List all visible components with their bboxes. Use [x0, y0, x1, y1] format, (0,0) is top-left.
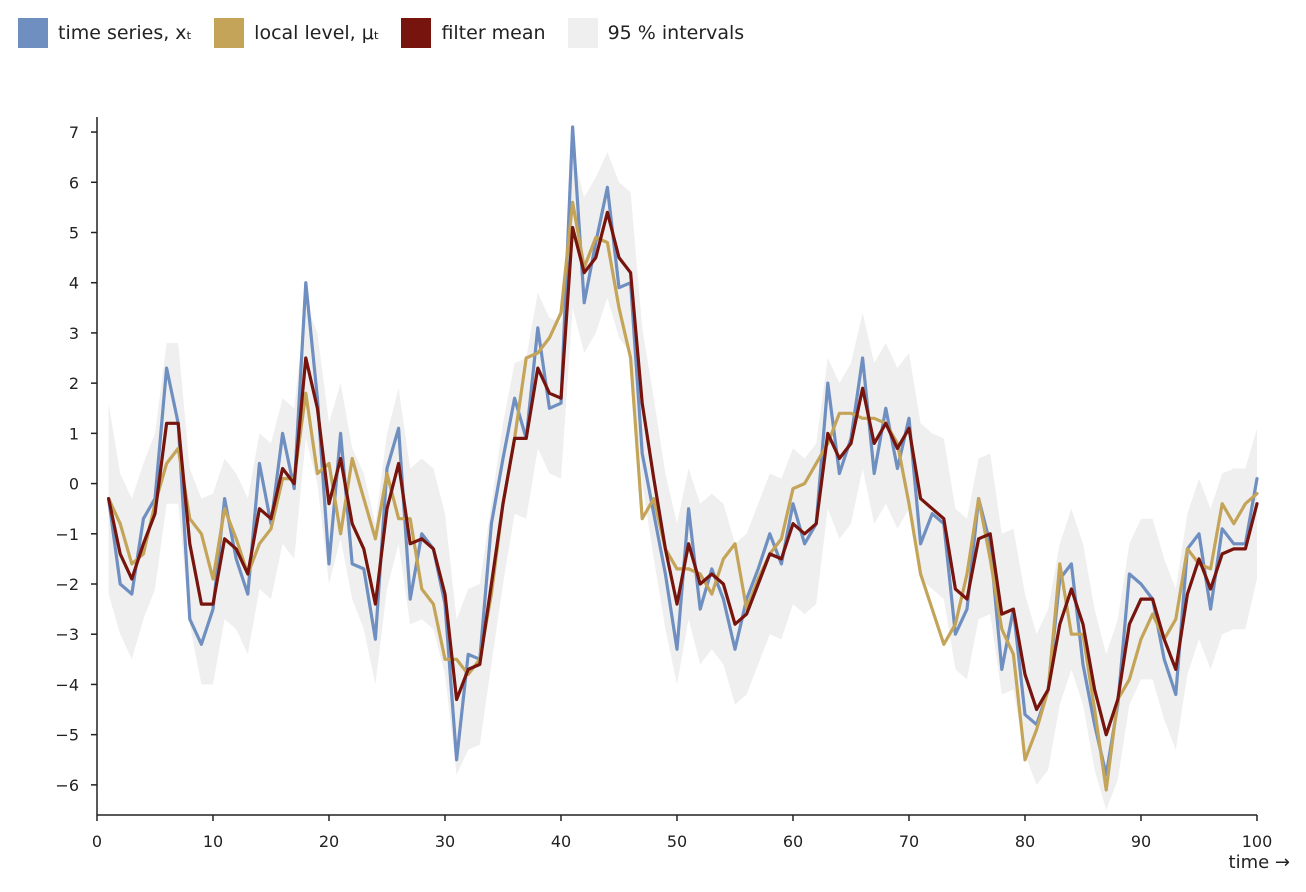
legend-item-time-series: time series, xₜ: [18, 18, 192, 48]
x-tick-label: 100: [1242, 832, 1273, 851]
y-tick-label: 1: [69, 424, 79, 443]
legend-label-filter-mean: filter mean: [441, 22, 546, 44]
x-tick-label: 10: [203, 832, 223, 851]
y-tick-label: 6: [69, 173, 79, 192]
x-tick-label: 0: [92, 832, 102, 851]
x-tick-label: 90: [1131, 832, 1151, 851]
legend-label-intervals: 95 % intervals: [607, 22, 745, 44]
interval-band-layer: [108, 152, 1258, 810]
y-tick-label: −3: [55, 625, 79, 644]
series-line-time-series: [106, 125, 1259, 777]
legend-swatch-filter-mean: [401, 18, 432, 48]
y-tick-label: 3: [69, 324, 79, 343]
x-tick-label: 30: [435, 832, 455, 851]
legend-swatch-intervals: [567, 18, 598, 48]
x-tick-label: 70: [899, 832, 919, 851]
legend-swatch-time-series: [18, 18, 48, 48]
y-tick-label: 7: [69, 123, 79, 142]
y-tick-label: 2: [69, 374, 79, 393]
x-axis-title: time →: [1229, 852, 1290, 873]
legend: time series, xₜ local level, μₜ filter m…: [18, 18, 766, 48]
legend-item-filter-mean: filter mean: [401, 18, 546, 48]
series-layer: [106, 125, 1259, 792]
series-line-filter-mean: [106, 210, 1259, 737]
x-tick-label: 60: [783, 832, 803, 851]
interval-band: [108, 152, 1258, 810]
y-tick-label: −2: [55, 575, 79, 594]
legend-swatch-local-level: [214, 18, 245, 48]
y-tick-label: −1: [55, 525, 79, 544]
legend-label-local-level: local level, μₜ: [254, 22, 380, 44]
legend-item-intervals: 95 % intervals: [567, 18, 745, 48]
y-tick-label: 0: [69, 475, 79, 494]
x-tick-label: 50: [667, 832, 687, 851]
legend-label-time-series: time series, xₜ: [58, 22, 193, 44]
x-tick-label: 80: [1015, 832, 1035, 851]
y-tick-label: 4: [69, 274, 79, 293]
y-tick-label: 5: [69, 223, 79, 242]
y-tick-label: −5: [55, 726, 79, 745]
x-tick-label: 20: [319, 832, 339, 851]
legend-item-local-level: local level, μₜ: [214, 18, 379, 48]
x-tick-label: 40: [551, 832, 571, 851]
y-tick-label: −4: [55, 675, 79, 694]
y-tick-label: −6: [55, 776, 79, 795]
